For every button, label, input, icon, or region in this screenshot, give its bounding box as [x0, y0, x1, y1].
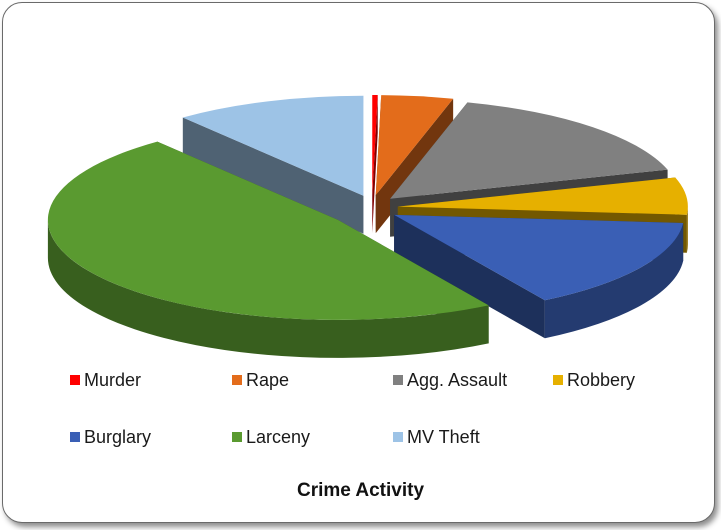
- legend-swatch-larceny: [232, 432, 242, 442]
- legend-item-rape: Rape: [232, 368, 289, 392]
- legend-swatch-murder: [70, 375, 80, 385]
- pie-slice-mv-theft: [182, 95, 364, 196]
- legend-item-larceny: Larceny: [232, 425, 310, 449]
- pie-rim-larceny-0: [47, 219, 489, 358]
- pie-slice-agg-assault: [390, 102, 668, 199]
- pie-wall-murder-1: [372, 95, 378, 234]
- pie-wall-mv-theft-0: [182, 117, 364, 234]
- legend-label-mv-theft: MV Theft: [407, 426, 480, 447]
- legend-swatch-robbery: [553, 375, 563, 385]
- legend-label-larceny: Larceny: [246, 426, 311, 447]
- pie-rim-robbery-0: [686, 206, 688, 253]
- legend-swatch-mv-theft: [393, 432, 403, 442]
- legend-label-murder: Murder: [84, 369, 142, 390]
- pie-rim-burglary-0: [544, 222, 684, 339]
- legend-item-robbery: Robbery: [553, 368, 635, 392]
- legend-label-robbery: Robbery: [567, 369, 636, 390]
- pie-wall-burglary-1: [394, 214, 545, 339]
- legend-item-mv-theft: MV Theft: [393, 425, 480, 449]
- legend-item-agg-assault: Agg. Assault: [393, 368, 507, 392]
- chart-title: Crime Activity: [296, 480, 425, 501]
- pie-slice-robbery: [397, 177, 688, 215]
- legend-swatch-rape: [232, 375, 242, 385]
- legend-label-agg-assault: Agg. Assault: [407, 369, 508, 390]
- legend-item-burglary: Burglary: [70, 425, 151, 449]
- pie-slice-larceny: [47, 141, 489, 320]
- legend-swatch-agg-assault: [393, 375, 403, 385]
- legend-swatch-burglary: [70, 432, 80, 442]
- pie-slice-murder: [372, 95, 378, 196]
- legend-item-murder: Murder: [70, 368, 141, 392]
- pie-slice-rape: [375, 95, 454, 196]
- legend-label-rape: Rape: [246, 369, 290, 390]
- pie-slice-burglary: [394, 214, 684, 301]
- legend-label-burglary: Burglary: [84, 426, 152, 447]
